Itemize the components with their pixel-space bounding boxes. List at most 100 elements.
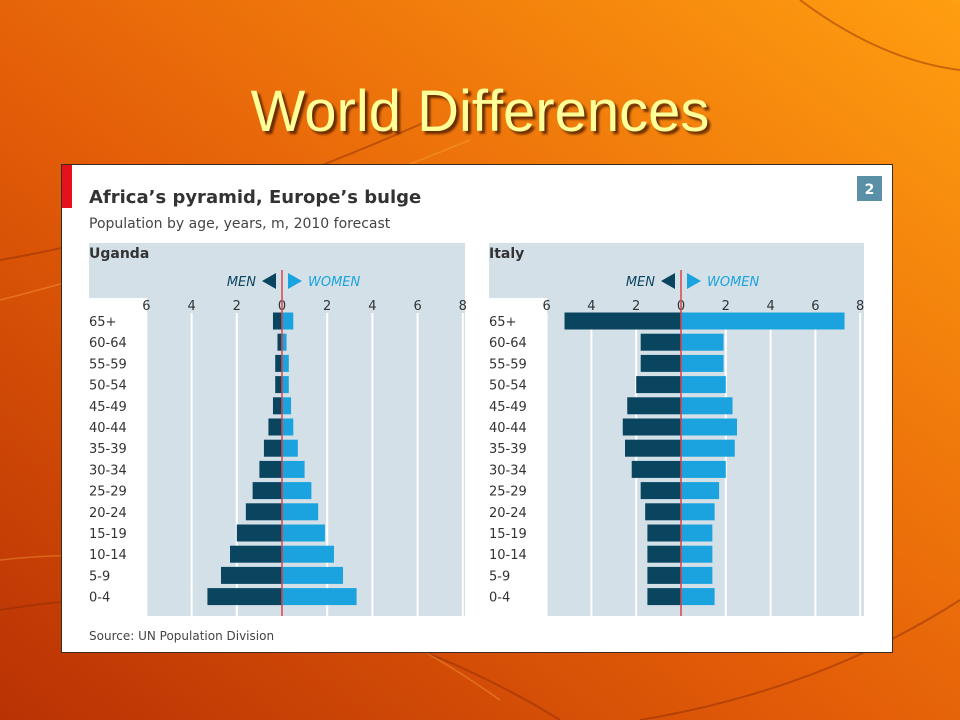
- bar-men: [647, 545, 681, 563]
- bar-men: [640, 354, 681, 372]
- slide-title: World Differences: [250, 79, 710, 144]
- age-group-label: 45-49: [89, 400, 127, 415]
- panel-plot-bg: [147, 298, 465, 616]
- age-group-label: 20-24: [489, 506, 527, 521]
- chart-figure: Africa’s pyramid, Europe’s bulge Populat…: [61, 164, 893, 653]
- bar-women: [282, 354, 289, 372]
- panel-header-bg: [489, 243, 864, 298]
- bar-women: [681, 354, 724, 372]
- x-tick-label: 4: [187, 299, 195, 314]
- bar-women: [282, 418, 294, 436]
- age-group-label: 25-29: [489, 485, 527, 500]
- age-group-label: 10-14: [89, 548, 127, 563]
- age-group-label: 15-19: [89, 527, 127, 542]
- bar-men: [640, 333, 681, 351]
- x-tick-label: 2: [233, 299, 241, 314]
- bar-women: [681, 588, 715, 606]
- bar-women: [282, 566, 344, 584]
- age-group-label: 0-4: [89, 591, 110, 606]
- panel-header-bg: [89, 243, 465, 298]
- bar-men: [622, 418, 681, 436]
- age-group-label: 50-54: [489, 379, 527, 394]
- figure-subtitle: Population by age, years, m, 2010 foreca…: [89, 216, 391, 232]
- age-group-label: 5-9: [89, 569, 110, 584]
- age-group-label: 65+: [489, 315, 516, 330]
- pyramid-panel-1: UgandaMENWOMEN6420246865+60-6455-5950-54…: [89, 243, 467, 616]
- bar-men: [636, 376, 681, 394]
- bar-women: [681, 503, 715, 521]
- bar-women: [282, 588, 357, 606]
- legend-women-label: WOMEN: [707, 275, 760, 290]
- age-group-label: 65+: [89, 315, 116, 330]
- panel-plot-bg: [547, 298, 864, 616]
- bar-women: [681, 418, 737, 436]
- bar-men: [275, 376, 282, 394]
- bar-men: [220, 566, 282, 584]
- age-group-label: 15-19: [489, 527, 527, 542]
- legend-women-arrow-icon: [687, 273, 701, 289]
- figure-title: Africa’s pyramid, Europe’s bulge: [89, 187, 421, 208]
- x-tick-label: 6: [142, 299, 150, 314]
- panel-title: Italy: [489, 246, 524, 262]
- age-group-label: 5-9: [489, 569, 510, 584]
- bar-men: [230, 545, 282, 563]
- accent-bar: [62, 165, 72, 208]
- bar-women: [681, 439, 735, 457]
- x-tick-label: 2: [632, 299, 640, 314]
- bar-men: [259, 460, 282, 478]
- age-group-label: 60-64: [489, 336, 527, 351]
- bar-women: [282, 439, 298, 457]
- bar-men: [272, 397, 282, 415]
- bar-men: [640, 482, 681, 500]
- panel-title: Uganda: [89, 246, 149, 262]
- bar-men: [645, 503, 681, 521]
- bar-men: [647, 524, 681, 542]
- bar-men: [277, 333, 282, 351]
- bar-women: [282, 460, 305, 478]
- age-group-label: 35-39: [89, 442, 127, 457]
- legend-men-label: MEN: [626, 275, 655, 290]
- age-group-label: 0-4: [489, 591, 510, 606]
- legend-women-label: WOMEN: [308, 275, 361, 290]
- bar-men: [236, 524, 282, 542]
- pyramid-panel-2: ItalyMENWOMEN6420246865+60-6455-5950-544…: [489, 243, 864, 616]
- figure-badge: [857, 176, 882, 201]
- age-group-label: 60-64: [89, 336, 127, 351]
- x-tick-label: 8: [459, 299, 467, 314]
- age-group-label: 25-29: [89, 485, 127, 500]
- bar-women: [282, 545, 334, 563]
- bar-women: [681, 566, 713, 584]
- bar-women: [681, 333, 724, 351]
- bar-men: [625, 439, 681, 457]
- x-tick-label: 6: [542, 299, 550, 314]
- bar-women: [681, 376, 726, 394]
- bar-men: [647, 588, 681, 606]
- age-group-label: 55-59: [489, 357, 527, 372]
- legend-men-arrow-icon: [262, 273, 276, 289]
- bar-women: [681, 524, 713, 542]
- x-tick-label: 8: [856, 299, 864, 314]
- legend-men-label: MEN: [227, 275, 256, 290]
- age-group-label: 10-14: [489, 548, 527, 563]
- bar-women: [282, 397, 292, 415]
- bar-women: [681, 460, 726, 478]
- bar-men: [245, 503, 282, 521]
- age-group-label: 30-34: [489, 463, 527, 478]
- legend-men-arrow-icon: [661, 273, 675, 289]
- bar-women: [681, 312, 845, 330]
- bar-men: [564, 312, 681, 330]
- x-tick-label: 2: [722, 299, 730, 314]
- bar-women: [282, 376, 289, 394]
- bar-men: [627, 397, 681, 415]
- bar-men: [252, 482, 282, 500]
- x-tick-label: 4: [766, 299, 774, 314]
- x-tick-label: 6: [811, 299, 819, 314]
- age-group-label: 20-24: [89, 506, 127, 521]
- bar-women: [681, 545, 713, 563]
- age-group-label: 50-54: [89, 379, 127, 394]
- bar-men: [207, 588, 282, 606]
- chart-canvas: Africa’s pyramid, Europe’s bulge Populat…: [62, 165, 892, 652]
- x-tick-label: 4: [368, 299, 376, 314]
- x-tick-label: 4: [587, 299, 595, 314]
- bar-men: [272, 312, 282, 330]
